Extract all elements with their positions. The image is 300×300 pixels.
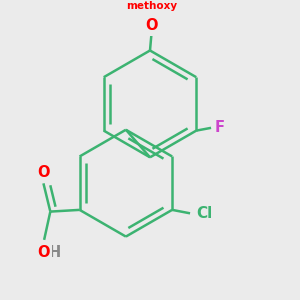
Text: O: O	[146, 18, 158, 33]
Text: O: O	[37, 245, 50, 260]
Text: methoxy: methoxy	[126, 1, 177, 11]
Text: O: O	[37, 165, 50, 180]
Text: Cl: Cl	[197, 206, 213, 221]
Text: H: H	[49, 245, 61, 260]
Text: F: F	[215, 120, 225, 135]
